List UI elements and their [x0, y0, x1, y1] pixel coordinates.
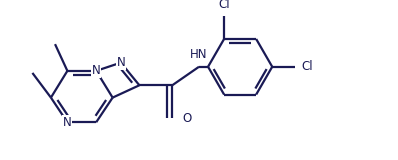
- Text: HN: HN: [190, 48, 208, 61]
- Text: N: N: [92, 64, 101, 77]
- Text: Cl: Cl: [301, 60, 313, 73]
- Text: Cl: Cl: [218, 0, 230, 11]
- Text: O: O: [183, 112, 192, 125]
- Text: N: N: [63, 116, 72, 129]
- Text: N: N: [117, 56, 125, 69]
